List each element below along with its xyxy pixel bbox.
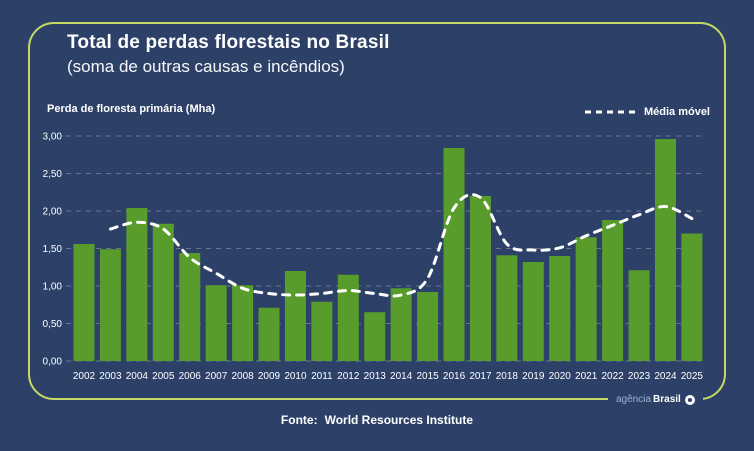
- svg-text:2025: 2025: [681, 371, 704, 382]
- y-axis-label: Perda de floresta primária (Mha): [47, 103, 216, 115]
- svg-text:2021: 2021: [575, 371, 598, 382]
- svg-text:2010: 2010: [284, 371, 307, 382]
- svg-text:2005: 2005: [152, 371, 175, 382]
- svg-text:2024: 2024: [654, 371, 677, 382]
- svg-text:1,50: 1,50: [43, 244, 63, 255]
- svg-text:2007: 2007: [205, 371, 228, 382]
- agency-logo: agência Brasil: [608, 392, 703, 408]
- svg-text:2003: 2003: [99, 371, 122, 382]
- svg-text:2017: 2017: [469, 371, 492, 382]
- svg-text:1,00: 1,00: [43, 282, 63, 293]
- svg-text:2019: 2019: [522, 371, 545, 382]
- svg-text:2013: 2013: [364, 371, 387, 382]
- source-value: World Resources Institute: [324, 413, 474, 427]
- dashed-line-icon: [584, 110, 637, 114]
- chart-title: Total de perdas florestais no Brasil: [67, 32, 390, 53]
- logo-name: Brasil: [653, 394, 681, 405]
- legend: Média móvel: [584, 106, 710, 118]
- logo-prefix: agência: [616, 394, 652, 405]
- svg-text:2016: 2016: [443, 371, 466, 382]
- svg-text:2011: 2011: [311, 371, 333, 382]
- svg-text:0,00: 0,00: [43, 357, 63, 368]
- svg-text:2006: 2006: [179, 371, 202, 382]
- ring-icon: [684, 395, 695, 405]
- svg-text:2023: 2023: [628, 371, 651, 382]
- legend-label: Média móvel: [643, 106, 710, 118]
- chart-area: 0,00 0,50 1,00 1,50 2,00 2,50 3,00 2002 2003 2004…: [38, 120, 728, 397]
- svg-text:2018: 2018: [496, 371, 519, 382]
- svg-text:2014: 2014: [390, 371, 413, 382]
- source-note: Fonte: World Resources Institute: [0, 413, 754, 427]
- svg-text:2,50: 2,50: [43, 169, 63, 180]
- svg-text:0,50: 0,50: [43, 319, 63, 330]
- svg-text:2022: 2022: [601, 371, 624, 382]
- svg-text:2012: 2012: [337, 371, 360, 382]
- bar-chart: 0,00 0,50 1,00 1,50 2,00 2,50 3,00 2002 2003 2004…: [43, 132, 706, 382]
- svg-text:2020: 2020: [549, 371, 572, 382]
- chart-subtitle: (soma de outras causas e incêndios): [67, 57, 345, 76]
- svg-text:2,00: 2,00: [43, 207, 63, 218]
- svg-text:2015: 2015: [416, 371, 439, 382]
- svg-text:3,00: 3,00: [43, 132, 63, 143]
- svg-text:2002: 2002: [73, 371, 96, 382]
- svg-text:2008: 2008: [231, 371, 254, 382]
- svg-text:2004: 2004: [126, 371, 149, 382]
- chart-card: [28, 22, 726, 400]
- source-label: Fonte:: [280, 413, 318, 427]
- svg-text:2009: 2009: [258, 371, 281, 382]
